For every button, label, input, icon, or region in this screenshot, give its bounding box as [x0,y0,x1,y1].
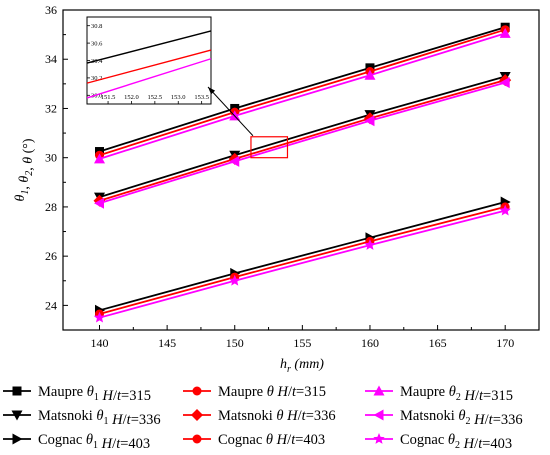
legend: Maupre θ1 H/t=315 Maupre θ H/t=315 Maupre … [3,384,523,452]
inset-line-2 [86,49,212,84]
inset-line-1 [86,30,212,64]
y-tick-label: 28 [45,200,57,214]
inset-y-tick-label: 30.0 [91,93,102,100]
data-point [229,155,240,167]
data-point [94,197,105,209]
x-tick-label: 155 [293,336,311,350]
y-tick-label: 24 [45,298,57,312]
legend-item-9: Cognac θ2 H/t=403 [365,432,512,452]
legend-label: Matsnoki θ2 H/t=336 [400,408,523,428]
legend-item-8: Cognac θ H/t=403 [183,432,325,448]
legend-label: Matsnoki θ H/t=336 [218,408,336,424]
legend-item-2: Maupre θ H/t=315 [183,384,326,400]
x-tick-label: 140 [91,336,109,350]
inset-x-tick-label: 151.5 [101,94,116,101]
data-point [229,274,241,286]
series-line [99,81,506,205]
inset-y-tick-label: 30.4 [91,58,103,65]
series-line [99,26,506,153]
series-6 [94,77,510,209]
y-tick-label: 34 [45,52,57,66]
y-tick-label: 26 [45,249,57,263]
zoom-box [250,136,289,159]
series-line [99,201,506,312]
data-point [373,409,384,421]
legend-label: Matsnoki θ1 H/t=336 [38,408,161,428]
inset-y-tick-label: 30.2 [91,75,102,82]
inset-x-tick-label: 153.5 [194,94,209,101]
data-point [499,77,510,89]
data-point [364,239,376,250]
data-point [12,433,23,445]
data-point [93,311,106,323]
series-line [99,32,506,160]
legend-label: Maupre θ1 H/t=315 [38,384,151,404]
y-tick-label: 30 [45,151,57,165]
data-point [373,433,385,444]
data-point [191,409,203,421]
data-point [499,27,511,38]
legend-item-4: Matsnoki θ1 H/t=336 [3,408,161,428]
legend-item-1: Maupre θ1 H/t=315 [3,384,151,404]
zoom-arrow-head [208,87,216,95]
data-point [11,410,23,421]
data-point [192,386,202,396]
data-point [499,204,511,216]
series-line [99,209,506,319]
data-point [12,386,22,396]
series-line [99,206,506,315]
series-line [99,28,506,157]
y-axis-title: θ1, θ2, θ (°) [13,138,36,201]
main-plot: 140 145 150 155 160 165 170 24 26 28 30 32 34 36 hr (m… [13,3,540,375]
x-tick-label: 165 [429,336,447,350]
zoom-arrow [207,86,254,137]
inset-x-tick-label: 152.0 [124,94,139,101]
x-axis-title: hr (mm) [280,357,324,375]
inset-y-tick-label: 30.6 [91,40,103,47]
data-point [94,153,106,164]
y-tick-label: 36 [45,3,57,17]
y-tick-label: 32 [45,101,57,115]
inset-y-tick-label: 30.8 [91,23,102,30]
data-point [192,434,202,444]
legend-label: Maupre θ H/t=315 [218,384,326,400]
x-tick-label: 150 [226,336,244,350]
plot-frame [62,9,540,331]
inset-plot: 151.5 152.0 152.5 153.0 153.5 30.0 30.2 30.4 30.… [86,16,254,137]
inset-line-3 [86,58,212,99]
legend-item-7: Cognac θ1 H/t=403 [3,432,150,452]
legend-label: Cognac θ1 H/t=403 [38,432,150,452]
legend-item-5: Matsnoki θ H/t=336 [183,408,336,424]
x-tick-label: 170 [496,336,514,350]
series-9 [93,204,511,323]
data-point [364,69,376,80]
x-tick-label: 160 [361,336,379,350]
legend-item-6: Matsnoki θ2 H/t=336 [365,408,523,428]
data-point [373,385,385,396]
x-tick-label: 145 [158,336,176,350]
series-line [99,75,506,198]
inset-frame [86,16,212,105]
legend-label: Maupre θ2 H/t=315 [400,384,513,404]
legend-label: Cognac θ2 H/t=403 [400,432,512,452]
data-point [364,115,375,127]
series-line [99,79,506,202]
legend-label: Cognac θ H/t=403 [218,432,325,448]
legend-item-3: Maupre θ2 H/t=315 [365,384,513,404]
inset-x-tick-label: 152.5 [148,94,163,101]
inset-x-tick-label: 153.0 [171,94,186,101]
